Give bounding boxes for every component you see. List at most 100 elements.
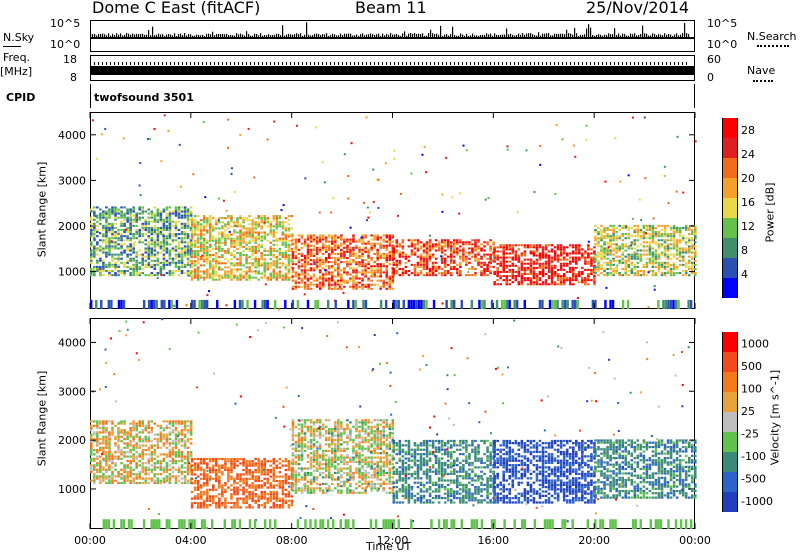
power-cell	[690, 270, 694, 273]
power-cell	[202, 270, 206, 273]
power-cell	[337, 263, 340, 266]
power-cell	[648, 253, 652, 256]
power-cell	[183, 216, 187, 219]
nsky-bar	[344, 33, 346, 38]
power-cell	[538, 254, 542, 257]
power-cell	[364, 267, 367, 270]
velocity-cell	[168, 464, 172, 467]
power-cell	[361, 285, 364, 288]
power-cell	[199, 233, 203, 236]
velocity-cell	[102, 457, 105, 460]
nsky-bar	[288, 33, 290, 38]
power-cell	[364, 283, 367, 286]
power-cell	[410, 245, 414, 248]
power-cell	[416, 249, 420, 252]
power-cell	[165, 251, 169, 254]
power-ground-cell	[163, 299, 166, 309]
power-cell	[645, 226, 649, 229]
velocity-cell	[99, 477, 102, 480]
velocity-cell	[183, 435, 187, 438]
velocity-cell	[171, 457, 175, 460]
power-cell	[575, 260, 578, 263]
power-cell	[99, 247, 102, 250]
freq-tick-mark	[194, 62, 195, 65]
power-cell	[636, 265, 640, 268]
nsky-bar	[396, 33, 398, 38]
power-cell	[609, 251, 612, 254]
power-cell	[230, 258, 233, 261]
power-cell	[324, 259, 328, 262]
freq-tick-mark	[382, 62, 383, 65]
power-cell	[114, 245, 117, 248]
power-cell	[120, 220, 123, 223]
power-cell	[606, 235, 609, 238]
velocity-cell	[120, 429, 123, 432]
velocity-cell	[120, 453, 123, 456]
power-cell	[678, 241, 682, 244]
power-cell	[186, 233, 190, 236]
power-cell	[437, 265, 441, 268]
velocity-cell	[147, 448, 151, 452]
power-cell	[681, 251, 685, 254]
power-cell	[355, 283, 358, 286]
power-cell	[159, 220, 163, 223]
velocity-cell	[196, 486, 200, 489]
nsky-bar	[202, 34, 204, 38]
power-cell	[199, 231, 203, 234]
power-cell	[376, 238, 379, 241]
power-cell	[651, 263, 655, 266]
power-cell	[245, 272, 248, 275]
velocity-cell	[123, 431, 126, 434]
velocity-cell	[132, 420, 135, 423]
power-cell	[352, 248, 355, 251]
power-cell	[355, 267, 358, 270]
power-cell	[459, 270, 462, 273]
power-cell	[382, 265, 386, 268]
power-cell	[141, 272, 145, 275]
velocity-cell	[144, 477, 148, 480]
power-ground-cell	[90, 299, 93, 309]
power-cell	[303, 277, 307, 280]
cpid-label: CPID	[6, 91, 36, 104]
power-cell	[398, 267, 402, 271]
power-cell	[272, 225, 276, 228]
power-cell	[263, 262, 267, 265]
power-cell	[114, 265, 117, 268]
power-cell	[434, 239, 438, 242]
power-cell	[275, 237, 279, 240]
power-cell	[129, 259, 132, 262]
velocity-cell	[93, 440, 96, 443]
power-cell	[379, 257, 382, 260]
power-cell	[651, 257, 655, 260]
power-cell	[218, 262, 221, 265]
power-cell	[321, 277, 325, 280]
power-cell	[202, 217, 206, 220]
power-cell	[111, 270, 114, 273]
velocity-cell	[111, 453, 114, 456]
velocity-cell	[102, 429, 105, 432]
power-cell	[193, 256, 197, 259]
power-cell	[343, 279, 346, 282]
power-cell	[180, 249, 184, 252]
power-cell	[303, 259, 307, 262]
power-cell	[147, 265, 151, 268]
nsky-bar	[186, 35, 188, 38]
power-cell	[102, 265, 105, 268]
velocity-cell	[96, 433, 99, 436]
power-cell	[269, 254, 273, 257]
power-cell	[419, 253, 423, 256]
power-cell	[477, 245, 480, 248]
power-cell	[177, 270, 181, 273]
power-cell	[364, 248, 367, 251]
power-cell	[666, 255, 670, 258]
freq-tick-mark	[630, 62, 631, 65]
power-cell	[218, 233, 221, 236]
velocity-cell	[135, 457, 138, 460]
power-cell	[129, 226, 132, 229]
power-cell	[215, 266, 218, 269]
power-cell	[284, 249, 288, 252]
power-cell	[618, 235, 621, 238]
power-cell	[208, 254, 212, 257]
freq-tick-mark	[142, 62, 143, 65]
power-cell	[227, 272, 230, 275]
